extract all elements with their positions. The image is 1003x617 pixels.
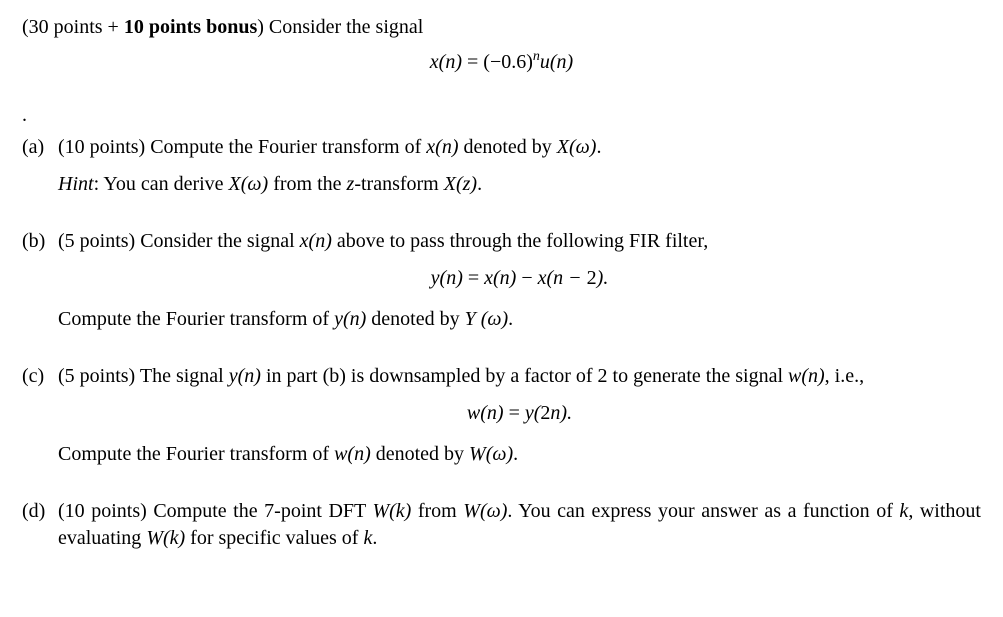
part-a: (a) (10 points) Compute the Fourier tran…: [22, 134, 981, 208]
c-eq-lhs: w(n): [467, 402, 504, 424]
header-tail: ) Consider the signal: [257, 16, 423, 38]
c-eq-rhs: y(: [525, 402, 541, 424]
part-b-line1: (5 points) Consider the signal x(n) abov…: [58, 228, 981, 255]
main-equation: x(n) = (−0.6)nu(n): [22, 49, 981, 76]
b-yn: y(n): [334, 308, 366, 330]
b-t2: above to pass through the following FIR …: [332, 230, 708, 252]
part-a-label: (a): [22, 134, 58, 208]
c-Ww: W(ω): [469, 443, 513, 465]
part-c-line2: Compute the Fourier transform of w(n) de…: [58, 441, 981, 468]
part-c: (c) (5 points) The signal y(n) in part (…: [22, 363, 981, 478]
dot-line: .: [22, 102, 981, 112]
d-t1: Compute the 7-point DFT: [153, 500, 372, 522]
c-wn2: w(n): [334, 443, 371, 465]
c-t2: in part (b) is downsampled by a factor o…: [261, 365, 788, 387]
part-d-label: (d): [22, 498, 58, 552]
b-eq-lhs: y(n): [431, 267, 463, 289]
part-c-body: (5 points) The signal y(n) in part (b) i…: [58, 363, 981, 478]
part-c-line1: (5 points) The signal y(n) in part (b) i…: [58, 363, 981, 390]
d-t5: for specific values of: [185, 527, 363, 549]
part-b-line2: Compute the Fourier transform of y(n) de…: [58, 306, 981, 333]
part-d-body: (10 points) Compute the 7-point DFT W(k)…: [58, 498, 981, 552]
a-xn: x(n): [426, 136, 458, 158]
a-hint-end: .: [477, 173, 482, 195]
eq-eq: =: [462, 51, 483, 73]
c-t6: .: [513, 443, 518, 465]
eq-close: ): [526, 51, 533, 73]
d-Wk: W(k): [372, 500, 411, 522]
b-eq-two: 2: [587, 267, 597, 289]
header-bonus: 10 points bonus: [124, 16, 257, 38]
part-c-equation: w(n) = y(2n).: [58, 400, 981, 427]
d-t6: .: [372, 527, 377, 549]
c-wn: w(n): [788, 365, 825, 387]
eq-sup: n: [533, 49, 540, 64]
header-points: (30 points +: [22, 16, 124, 38]
part-a-line1: (10 points) Compute the Fourier transfor…: [58, 134, 981, 161]
b-Yw: Y (ω): [465, 308, 509, 330]
c-yn: y(n): [229, 365, 261, 387]
part-b-body: (5 points) Consider the signal x(n) abov…: [58, 228, 981, 343]
d-k2: k: [363, 527, 372, 549]
part-a-body: (10 points) Compute the Fourier transfor…: [58, 134, 981, 208]
b-t4: denoted by: [366, 308, 464, 330]
eq-val: −0.6: [490, 51, 526, 73]
b-eq-r2: x(n −: [538, 267, 587, 289]
c-points: (5 points): [58, 365, 140, 387]
d-t3: . You can express your answer as a funct…: [507, 500, 899, 522]
d-t2: from: [411, 500, 463, 522]
d-Ww: W(ω): [463, 500, 507, 522]
b-eq-r2b: ).: [597, 267, 609, 289]
part-c-label: (c): [22, 363, 58, 478]
a-hint-mid: from the: [268, 173, 346, 195]
d-Wk2: W(k): [146, 527, 185, 549]
a-hint-pre: : You can derive: [94, 173, 229, 195]
problem-header: (30 points + 10 points bonus) Consider t…: [22, 14, 981, 41]
c-eq-eq: =: [504, 402, 525, 424]
part-d-line1: (10 points) Compute the 7-point DFT W(k)…: [58, 498, 981, 552]
part-d: (d) (10 points) Compute the 7-point DFT …: [22, 498, 981, 552]
c-t3: , i.e.,: [825, 365, 864, 387]
a-t1: Compute the Fourier transform of: [150, 136, 426, 158]
b-t1: Consider the signal: [140, 230, 299, 252]
a-hint-Xw: X(ω): [229, 173, 269, 195]
b-eq-eq: =: [463, 267, 484, 289]
d-points: (10 points): [58, 500, 153, 522]
a-hint-mid2: -transform: [354, 173, 443, 195]
a-t2: denoted by: [458, 136, 556, 158]
eq-tail: u(n): [540, 51, 573, 73]
c-eq-rhs2: n).: [550, 402, 572, 424]
part-b: (b) (5 points) Consider the signal x(n) …: [22, 228, 981, 343]
problem-page: (30 points + 10 points bonus) Consider t…: [0, 0, 1003, 572]
a-points: (10 points): [58, 136, 150, 158]
a-Xz: X(z): [444, 173, 477, 195]
a-hint-label: Hint: [58, 173, 94, 195]
c-t4: Compute the Fourier transform of: [58, 443, 334, 465]
b-points: (5 points): [58, 230, 140, 252]
b-xn: x(n): [300, 230, 332, 252]
a-Xw: X(ω): [557, 136, 597, 158]
a-t3: .: [596, 136, 601, 158]
b-t5: .: [508, 308, 513, 330]
c-t5: denoted by: [371, 443, 469, 465]
b-t3: Compute the Fourier transform of: [58, 308, 334, 330]
part-a-hint: Hint: You can derive X(ω) from the z-tra…: [58, 171, 981, 198]
b-eq-minus: −: [516, 267, 537, 289]
c-eq-two: 2: [540, 402, 550, 424]
d-k: k: [899, 500, 908, 522]
b-eq-r1: x(n): [484, 267, 516, 289]
eq-lhs: x(n): [430, 51, 462, 73]
part-b-equation: y(n) = x(n) − x(n − 2).: [58, 265, 981, 292]
c-t1: The signal: [140, 365, 229, 387]
part-b-label: (b): [22, 228, 58, 343]
eq-open: (: [483, 51, 490, 73]
